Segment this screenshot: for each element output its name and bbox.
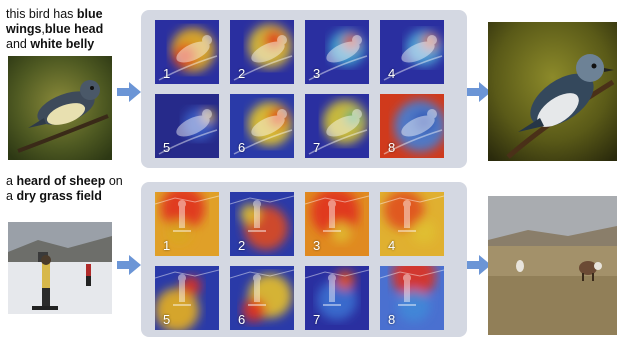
sheep-attention-map: 1 (155, 192, 219, 256)
map-index-label: 5 (163, 312, 171, 327)
output-bird-photo (488, 22, 617, 161)
map-index-label: 3 (313, 66, 321, 81)
bird-attention-map: 1 (155, 20, 219, 84)
attention-maps-panel-bird: 1 2 3 4 5 6 7 8 (141, 10, 467, 168)
caption-run: blue head (44, 22, 104, 36)
sheep-attention-map: 4 (380, 192, 444, 256)
map-index-label: 1 (163, 238, 171, 253)
map-index-label: 1 (163, 66, 171, 81)
bird-attention-map: 5 (155, 94, 219, 158)
map-index-label: 7 (313, 140, 321, 155)
caption-run: a (6, 174, 17, 188)
map-index-label: 6 (238, 312, 246, 327)
sheep-attention-map: 3 (305, 192, 369, 256)
bird-attention-map: 8 (380, 94, 444, 158)
sheep-attention-map: 7 (305, 266, 369, 330)
arrow-right-icon (117, 255, 141, 275)
map-index-label: 4 (388, 238, 396, 253)
top-caption: this bird has blue wings,blue head and w… (6, 7, 124, 52)
input-bird-photo (8, 56, 112, 160)
arrow-right-icon (467, 82, 491, 102)
caption-run: , (41, 22, 45, 36)
input-snow-photo (8, 222, 112, 314)
sheep-attention-map: 6 (230, 266, 294, 330)
bird-attention-map: 6 (230, 94, 294, 158)
bird-attention-map: 7 (305, 94, 369, 158)
bird-attention-map: 4 (380, 20, 444, 84)
caption-run: dry grass field (16, 189, 102, 203)
arrow-right-icon (117, 82, 141, 102)
caption-run: white belly (30, 37, 95, 51)
map-index-label: 3 (313, 238, 321, 253)
arrow-right-icon (467, 255, 491, 275)
map-index-label: 7 (313, 312, 321, 327)
map-index-label: 8 (388, 312, 396, 327)
map-index-label: 8 (388, 140, 396, 155)
bird-attention-map: 3 (305, 20, 369, 84)
map-index-label: 2 (238, 66, 246, 81)
output-sheep-photo (488, 196, 617, 335)
attention-maps-panel-sheep: 1 2 3 4 5 6 7 8 (141, 182, 467, 337)
caption-run: this bird has (6, 7, 77, 21)
map-index-label: 6 (238, 140, 246, 155)
map-index-label: 2 (238, 238, 246, 253)
map-index-label: 4 (388, 66, 396, 81)
caption-run: blue wings (6, 7, 103, 36)
bottom-caption: a heard of sheep on a dry grass field (6, 174, 124, 204)
caption-run: and (6, 37, 31, 51)
sheep-attention-map: 2 (230, 192, 294, 256)
caption-run: heard of sheep (16, 174, 106, 188)
sheep-attention-map: 5 (155, 266, 219, 330)
caption-run: on a (6, 174, 123, 203)
map-index-label: 5 (163, 140, 171, 155)
bird-attention-map: 2 (230, 20, 294, 84)
sheep-attention-map: 8 (380, 266, 444, 330)
